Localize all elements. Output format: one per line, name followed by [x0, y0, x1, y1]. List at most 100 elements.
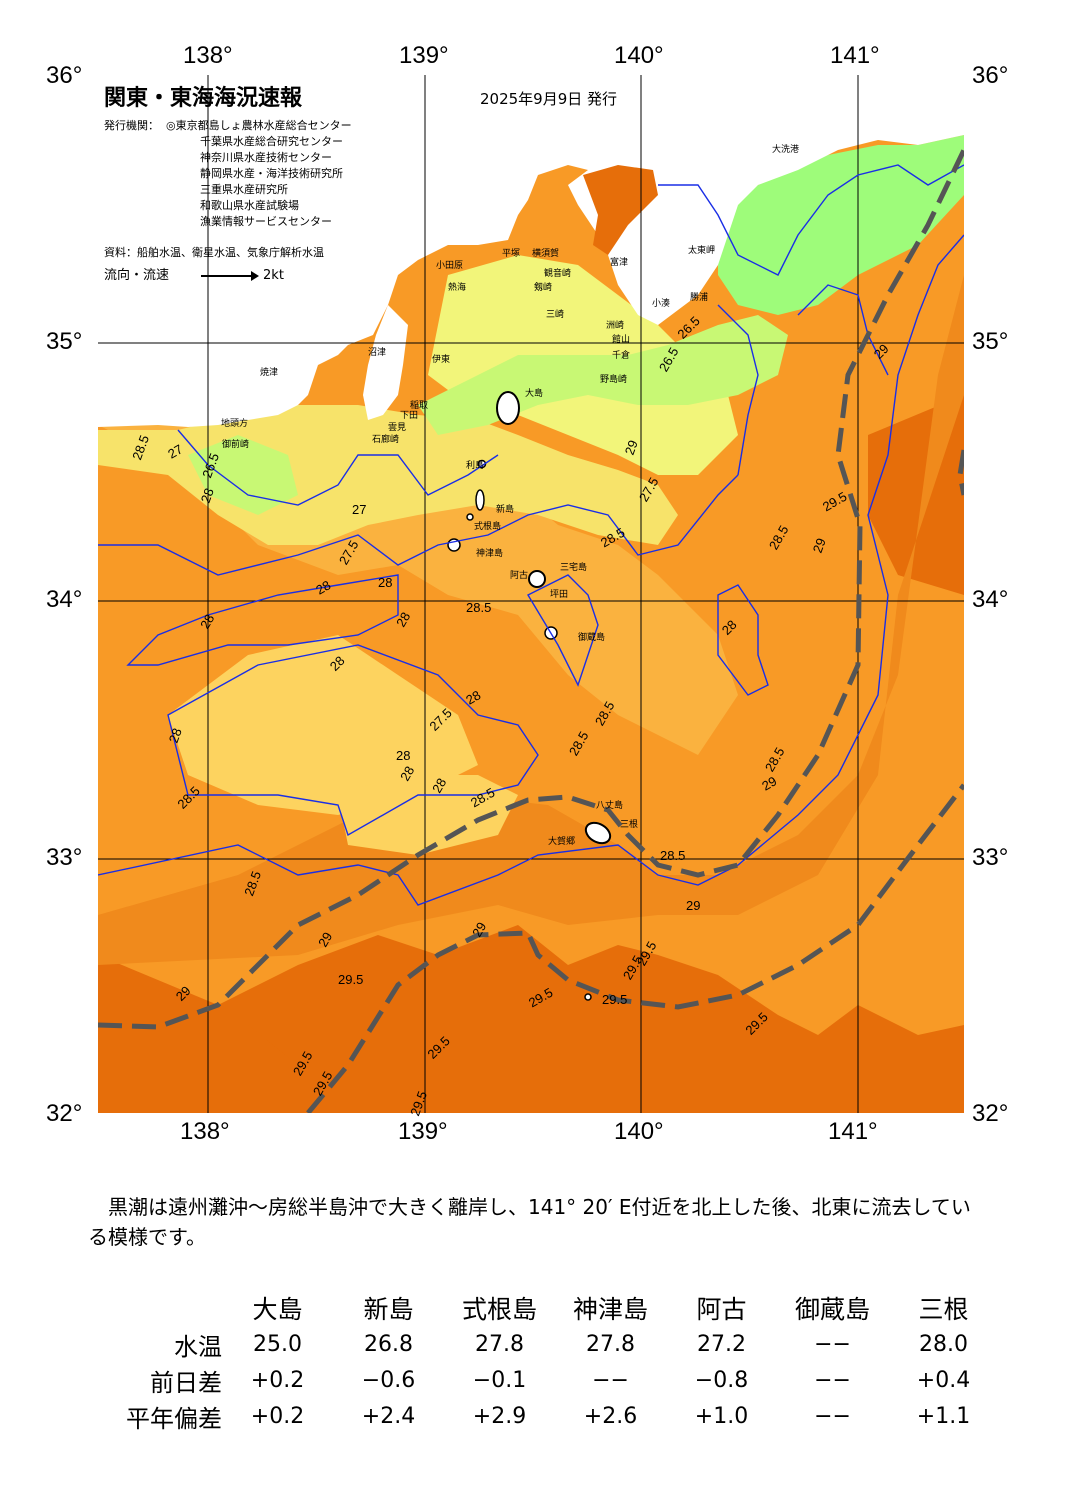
issuers-label: 発行機関：	[104, 119, 159, 132]
zone-26-suruga	[188, 435, 298, 515]
kuroshio-axis	[98, 148, 964, 1113]
arrow-right-icon	[201, 270, 260, 281]
place-label: 剱崎	[534, 283, 553, 293]
lon-tick-bottom: 141°	[828, 1118, 878, 1145]
issuer-line: 漁業情報サービスセンター	[200, 215, 332, 228]
station-header: 三根	[918, 1295, 969, 1324]
lat-tick-right: 36°	[972, 62, 1009, 89]
place-label: 横須賀	[532, 249, 560, 259]
map-title: 関東・東海海況速報	[104, 86, 303, 111]
land-honshu	[98, 75, 964, 427]
data-sources: 資料：船舶水温、衛星水温、気象庁解析水温	[104, 246, 324, 259]
lat-tick-right: 35°	[972, 328, 1009, 355]
place-label: 小田原	[436, 261, 464, 271]
place-label: 式根島	[474, 522, 502, 532]
place-label: 千倉	[612, 351, 631, 361]
island-niijima	[475, 489, 485, 511]
lat-tick-left: 34°	[46, 586, 83, 613]
isotherm-label: 27	[352, 502, 367, 517]
place-label: 焼津	[260, 368, 279, 378]
place-label: 洲崎	[606, 321, 625, 331]
place-label: 神津島	[476, 549, 504, 559]
lon-tick-top: 141°	[830, 42, 880, 69]
table-cell: −−	[814, 1331, 851, 1357]
place-label: 八丈島	[596, 801, 624, 811]
lat-tick-left: 33°	[46, 844, 83, 871]
table-cell: 25.0	[253, 1331, 302, 1357]
lat-tick-right: 33°	[972, 844, 1009, 871]
place-label: 伊東	[432, 355, 451, 365]
issuer-list: 発行機関： ◎東京都島しょ農林水産総合センター 千葉県水産総合研究センター 神奈…	[104, 118, 352, 230]
place-label: 三根	[620, 820, 639, 830]
place-label: 下田	[400, 411, 419, 421]
corner-cell	[92, 1290, 222, 1326]
place-label: 熱海	[448, 283, 467, 293]
isotherm-label: 28.5	[660, 848, 686, 863]
table-cell: +0.2	[250, 1403, 305, 1429]
place-label: 沼津	[368, 348, 387, 358]
place-label: 平塚	[502, 249, 521, 259]
station-header: 御蔵島	[794, 1295, 870, 1324]
table-cell: +2.9	[472, 1403, 527, 1429]
lon-tick-top: 140°	[614, 42, 664, 69]
place-label: 三崎	[546, 310, 565, 320]
table-cell: −0.1	[472, 1367, 527, 1393]
table-cell: +0.2	[250, 1367, 305, 1393]
place-label: 稲取	[410, 401, 429, 411]
issuer-line: 三重県水産研究所	[200, 183, 288, 196]
isotherm-label: 28.5	[466, 600, 492, 615]
isotherm-label: 28	[378, 575, 393, 590]
place-label: 三宅島	[560, 563, 588, 573]
island-aogashima	[584, 993, 592, 1001]
isotherm-lines	[98, 164, 964, 906]
place-label: 石廊崎	[372, 435, 400, 445]
lat-tick-right: 34°	[972, 586, 1009, 613]
table-cell: 28.0	[919, 1331, 968, 1357]
island-shikinejima	[466, 513, 474, 521]
table-cell: −−	[592, 1367, 629, 1393]
table-cell: +2.6	[583, 1403, 638, 1429]
table-cell: 26.8	[364, 1331, 413, 1357]
place-label: 雲見	[388, 423, 407, 433]
island-oshima	[496, 391, 520, 425]
place-label: 阿古	[510, 571, 529, 581]
station-header: 神津島	[572, 1295, 648, 1324]
zone-27-5-enshu	[168, 635, 478, 815]
place-label: 館山	[612, 335, 631, 345]
place-label: 大洗港	[772, 145, 800, 155]
issuer-line: 千葉県水産総合研究センター	[200, 135, 343, 148]
place-label: 御蔵島	[578, 633, 606, 643]
station-header: 阿古	[696, 1295, 747, 1324]
table-cell: 27.8	[475, 1331, 524, 1357]
issuer-line: 発行機関： ◎東京都島しょ農林水産総合センター	[104, 119, 352, 132]
place-label: 観音崎	[544, 269, 572, 279]
zone-29-5-patch	[248, 995, 398, 1075]
place-label: 富津	[610, 258, 629, 268]
observation-table: 大島 新島 式根島 神津島 阿古 御蔵島 三根 水温 25.0 26.8 27.…	[92, 1290, 999, 1434]
lon-tick-bottom: 139°	[398, 1118, 448, 1145]
table-cell: −−	[814, 1367, 851, 1393]
place-label: 新島	[496, 505, 515, 515]
table-row: 水温 25.0 26.8 27.8 27.8 27.2 −− 28.0	[92, 1326, 999, 1362]
place-label: 坪田	[550, 590, 569, 600]
zone-25	[718, 135, 964, 315]
issuer-line: 静岡県水産・海洋技術研究所	[200, 167, 343, 180]
row-label: 水温	[174, 1332, 222, 1361]
zone-29	[98, 275, 964, 965]
island-hachijojima	[584, 821, 612, 845]
table-cell: −0.8	[694, 1367, 749, 1393]
commentary-text: 黒潮は遠州灘沖～房総半島沖で大きく離岸し、141° 20′ E付近を北上した後、…	[88, 1195, 971, 1249]
lat-tick-right: 32°	[972, 1100, 1009, 1127]
row-label: 前日差	[150, 1368, 222, 1397]
table-cell: +1.1	[916, 1403, 971, 1429]
lat-tick-left: 36°	[46, 62, 83, 89]
table-cell: +0.4	[916, 1367, 971, 1393]
place-label: 勝浦	[690, 293, 709, 303]
issuer-line: 和歌山県水産試験場	[200, 199, 299, 212]
isotherm-label: 29	[686, 898, 701, 913]
lon-tick-top: 139°	[399, 42, 449, 69]
lon-tick-top: 138°	[183, 42, 233, 69]
station-header: 大島	[252, 1295, 303, 1324]
isotherm-label: 29.5	[602, 992, 628, 1007]
lon-tick-bottom: 138°	[180, 1118, 230, 1145]
